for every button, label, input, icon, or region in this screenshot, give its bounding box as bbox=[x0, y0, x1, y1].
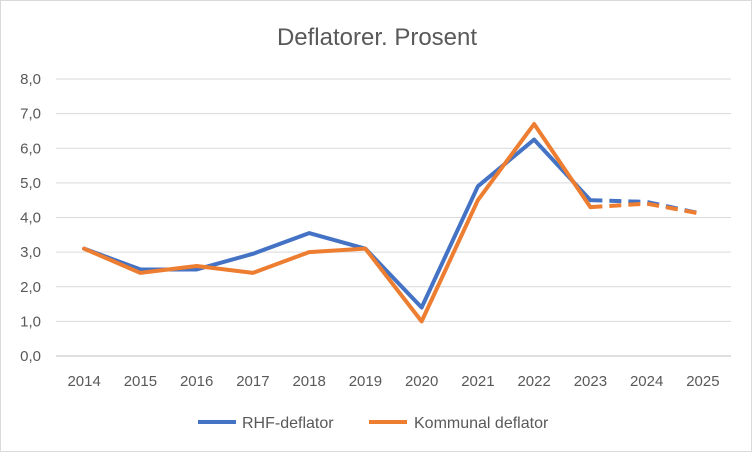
y-tick-label: 6,0 bbox=[20, 140, 41, 157]
x-tick-label: 2023 bbox=[574, 373, 607, 390]
y-tick-label: 5,0 bbox=[20, 175, 41, 192]
x-tick-label: 2024 bbox=[630, 373, 663, 390]
y-tick-label: 4,0 bbox=[20, 210, 41, 227]
x-tick-label: 2016 bbox=[180, 373, 213, 390]
x-tick-label: 2022 bbox=[517, 373, 550, 390]
y-axis: 0,0 1,0 2,0 3,0 4,0 5,0 6,0 7,0 8,0 bbox=[20, 71, 41, 365]
x-tick-label: 2018 bbox=[292, 373, 325, 390]
x-tick-label: 2021 bbox=[461, 373, 494, 390]
y-tick-label: 7,0 bbox=[20, 106, 41, 123]
gridlines bbox=[56, 78, 731, 357]
x-tick-label: 2015 bbox=[124, 373, 157, 390]
x-axis: 2014 2015 2016 2017 2018 2019 2020 2021 2022 2023… bbox=[67, 373, 719, 390]
y-tick-label: 2,0 bbox=[20, 279, 41, 296]
y-tick-label: 0,0 bbox=[20, 348, 41, 365]
legend-label: Kommunal deflator bbox=[414, 415, 549, 432]
legend-label: RHF-deflator bbox=[242, 415, 334, 432]
y-tick-label: 3,0 bbox=[20, 244, 41, 261]
series-line-2 bbox=[82, 122, 593, 324]
x-tick-label: 2019 bbox=[349, 373, 382, 390]
x-tick-label: 2020 bbox=[405, 373, 438, 390]
legend: RHF-deflator Kommunal deflator bbox=[198, 415, 549, 432]
y-tick-label: 8,0 bbox=[20, 71, 41, 88]
series-line-1 bbox=[82, 137, 593, 310]
series-lines bbox=[82, 122, 704, 324]
x-tick-label: 2017 bbox=[236, 373, 269, 390]
chart-title: Deflatorer. Prosent bbox=[277, 24, 477, 51]
x-tick-label: 2025 bbox=[686, 373, 719, 390]
y-tick-label: 1,0 bbox=[20, 313, 41, 330]
x-tick-label: 2014 bbox=[67, 373, 100, 390]
